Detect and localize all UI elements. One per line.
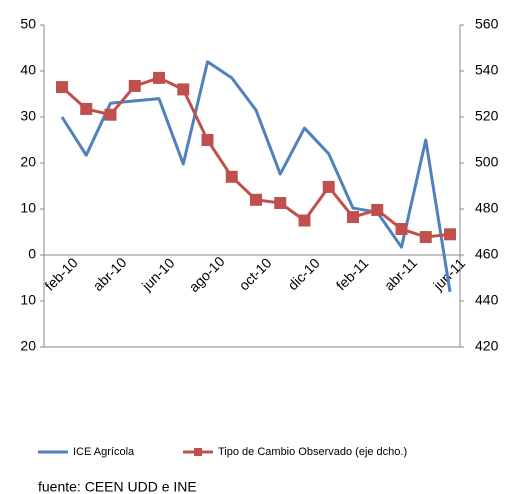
x-tick-label: abr-11: [381, 254, 420, 293]
y2-tick-label: 440: [475, 292, 499, 308]
series-line: [60, 76, 451, 239]
marker: [56, 81, 68, 94]
source-note: fuente: CEEN UDD e INE: [38, 479, 197, 494]
y2-tick-label: 420: [475, 338, 499, 354]
marker: [419, 231, 432, 244]
y-tick-label: 30: [20, 108, 36, 124]
x-tick-label: abr-10: [90, 254, 130, 294]
y-tick-label: 20: [20, 154, 36, 170]
x-tick-label: feb-10: [41, 254, 81, 294]
marker: [201, 134, 214, 146]
marker: [177, 83, 190, 96]
marker: [371, 203, 384, 216]
marker: [153, 71, 165, 84]
legend-label: Tipo de Cambio Observado (eje dcho.): [218, 446, 407, 458]
x-tick-label: jun-10: [138, 255, 178, 295]
marker: [80, 102, 93, 115]
x-tick-label: oct-10: [236, 255, 275, 294]
marker: [104, 108, 117, 121]
marker: [274, 197, 287, 210]
x-tick-label: feb-11: [333, 255, 372, 294]
legend-label: ICE Agrícola: [73, 446, 135, 458]
marker: [128, 79, 141, 92]
y-tick-label: 20: [20, 338, 36, 354]
series-line: [60, 60, 452, 293]
marker: [225, 170, 238, 183]
marker: [298, 214, 311, 227]
marker: [322, 180, 335, 193]
y2-tick-label: 540: [475, 62, 499, 78]
x-tick-label: ago-10: [186, 253, 228, 295]
y-tick-label: 0: [28, 246, 36, 262]
marker: [250, 193, 262, 206]
y2-tick-label: 480: [475, 200, 499, 216]
legend-marker: [194, 448, 202, 456]
y2-tick-label: 500: [475, 154, 499, 170]
marker: [444, 228, 456, 241]
marker: [395, 223, 408, 236]
y-tick-label: 40: [20, 62, 36, 78]
y-tick-label: 50: [20, 16, 36, 32]
y2-tick-label: 560: [475, 16, 499, 32]
y-tick-label: 10: [20, 292, 36, 308]
y-tick-label: 10: [20, 200, 36, 216]
marker: [347, 211, 359, 224]
y2-tick-label: 520: [475, 108, 499, 124]
y2-tick-label: 460: [475, 246, 499, 262]
x-tick-label: dic-10: [284, 255, 322, 293]
